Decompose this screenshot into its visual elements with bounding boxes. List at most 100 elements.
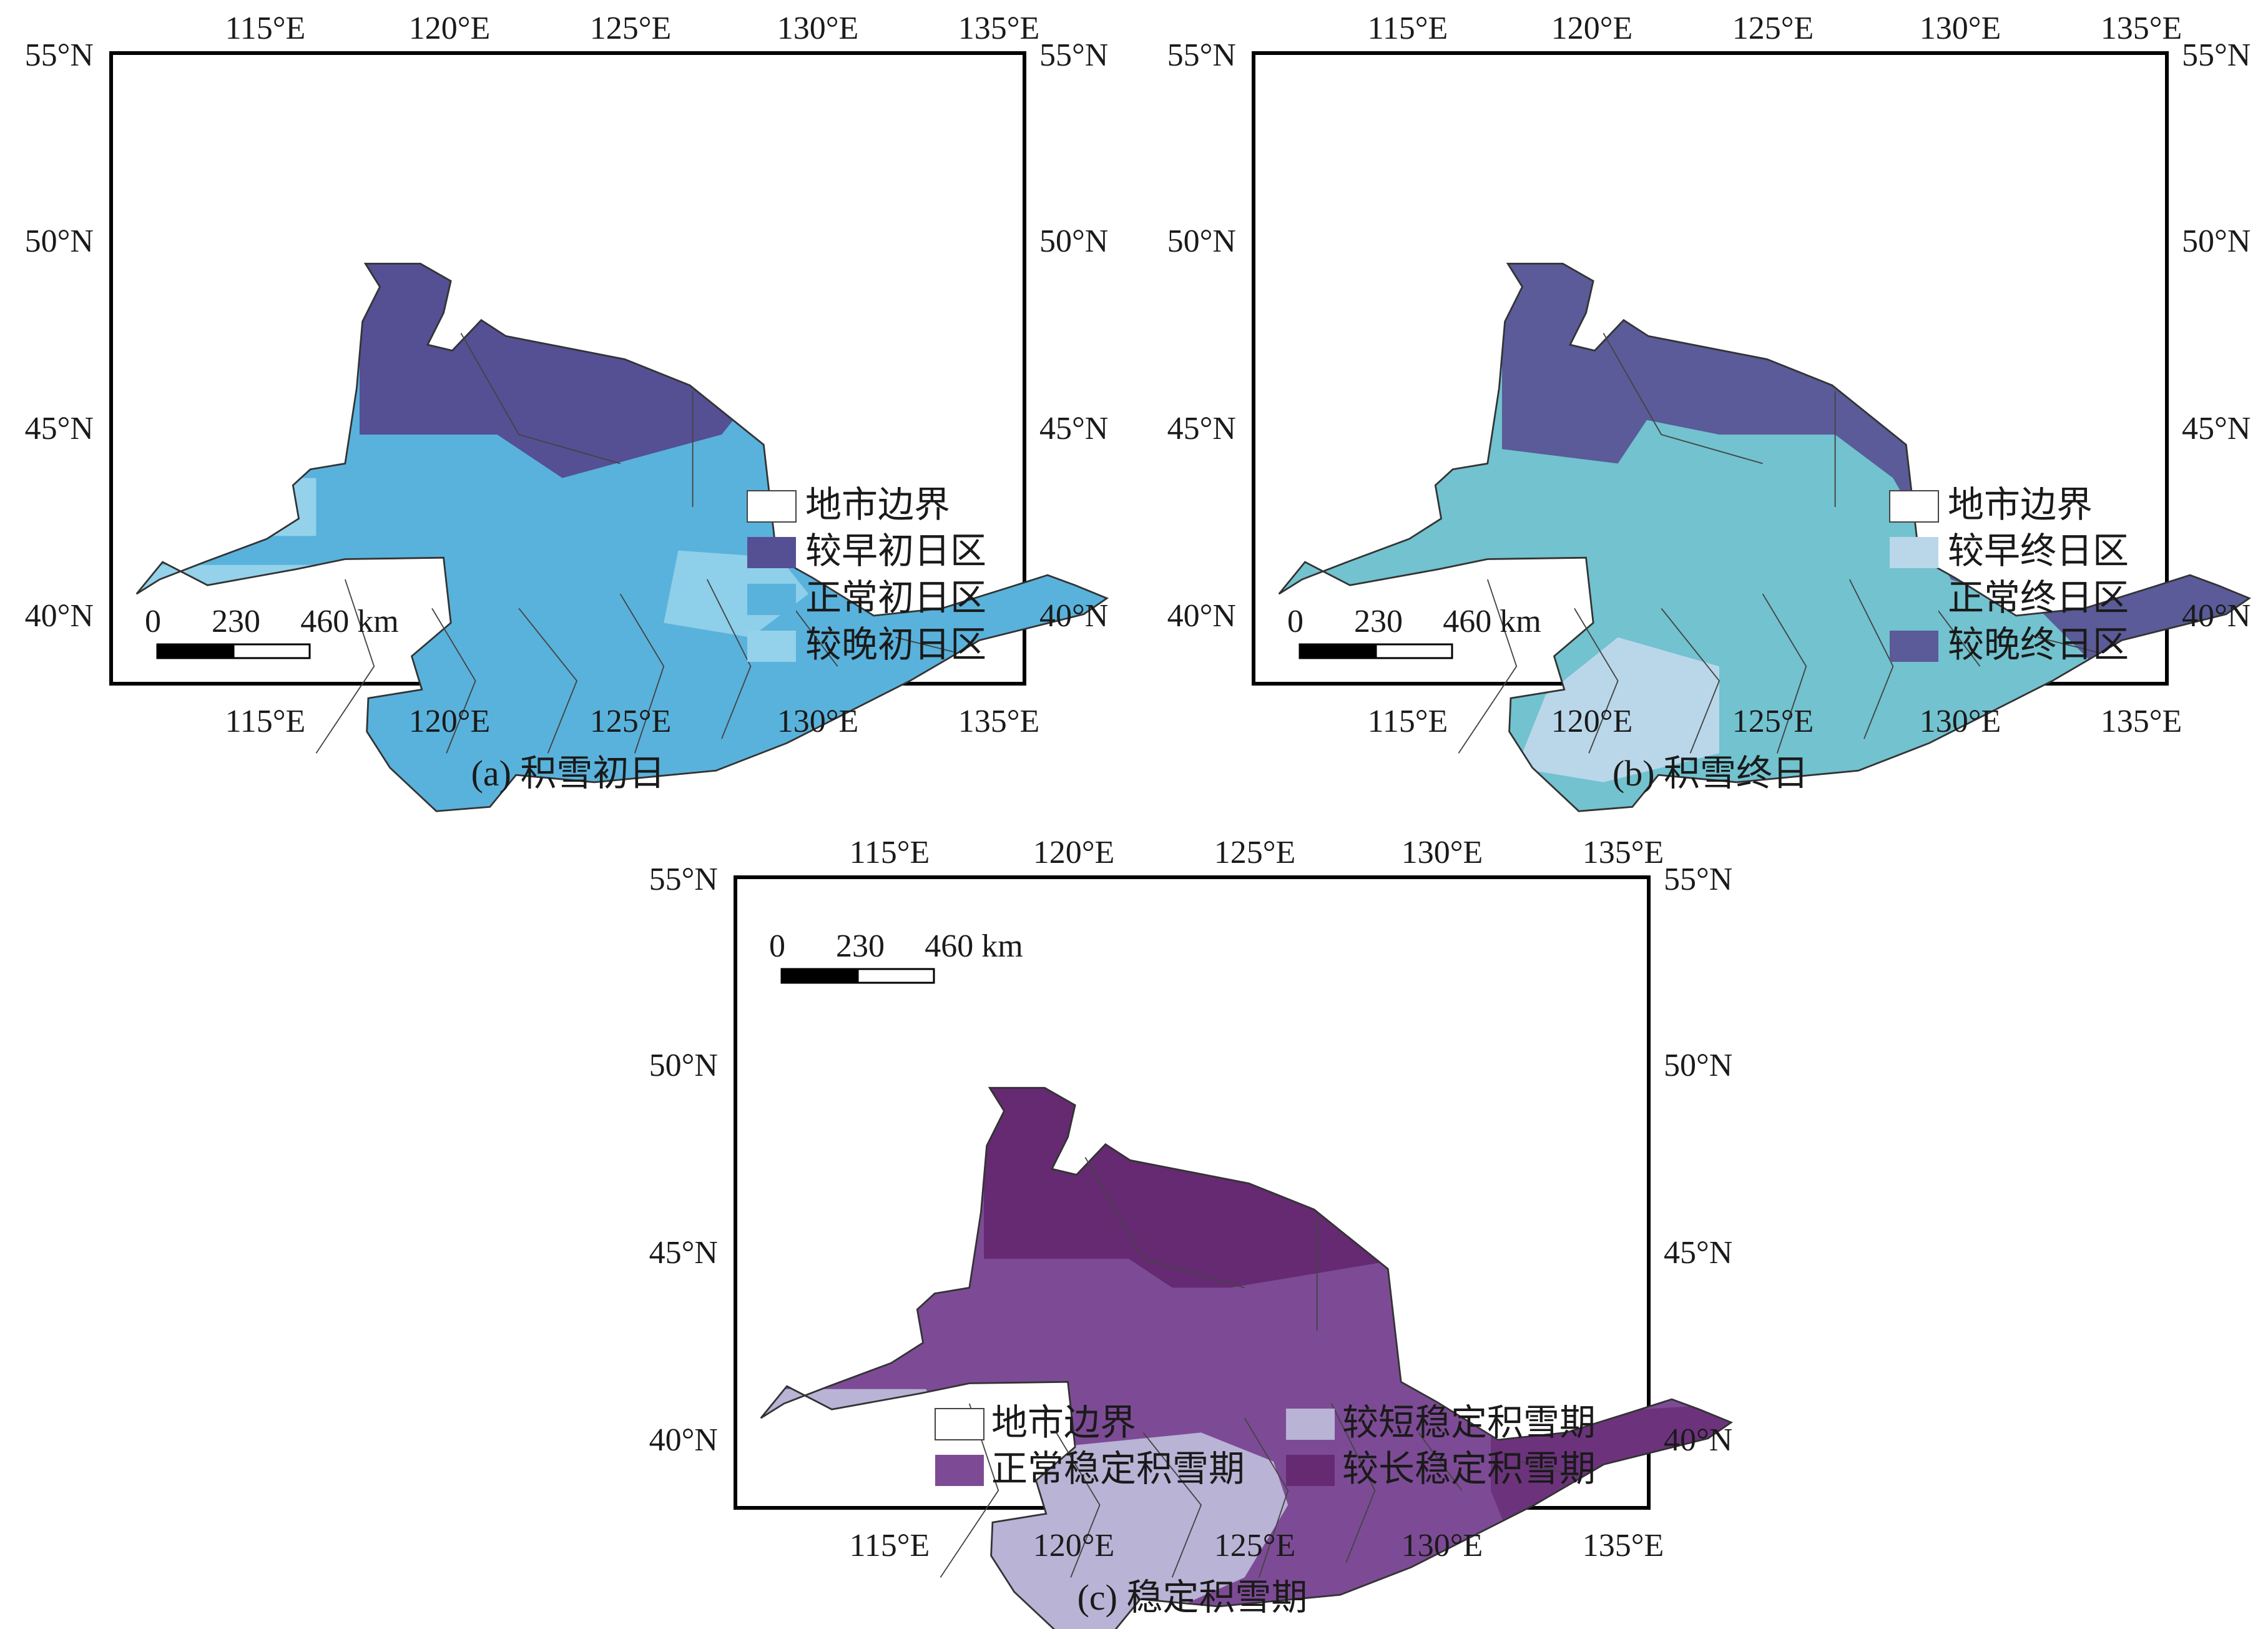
scale-bar-c: 0 230 460 km (769, 928, 1023, 984)
lat-label: 45°N (2182, 411, 2251, 446)
lon-label: 130°E (1402, 835, 1483, 870)
legend-swatch (747, 631, 796, 662)
lat-label: 40°N (25, 598, 94, 634)
zone-late-center-a (664, 550, 809, 637)
legend-label: 地市边界 (991, 1402, 1136, 1443)
scale-label: 0 (769, 928, 785, 964)
legend-label: 较晚终日区 (1948, 624, 2129, 665)
legend-label: 正常初日区 (805, 578, 986, 618)
lon-label: 135°E (1583, 1528, 1664, 1563)
panel-a: 115°E 120°E 125°E 130°E 135°E 115°E 120°… (25, 11, 1109, 812)
panel-b: 115°E 120°E 125°E 130°E 135°E 115°E 120°… (1167, 11, 2252, 812)
lon-label: 130°E (777, 11, 859, 46)
legend-label: 较晚初日区 (805, 624, 986, 665)
lon-label: 115°E (850, 835, 930, 870)
city-boundaries-c (940, 1157, 1578, 1578)
lon-label: 125°E (1214, 1528, 1296, 1563)
lon-label: 120°E (409, 704, 491, 739)
legend-a: 地市边界 较早初日区 正常初日区 较晚初日区 (747, 485, 986, 665)
region-outline-a (135, 262, 1109, 812)
lon-label: 120°E (409, 11, 491, 46)
scale-label: 230 (836, 928, 885, 964)
legend-swatch (1286, 1455, 1335, 1486)
lat-label: 45°N (1167, 411, 1236, 446)
legend-swatch (1890, 584, 1938, 615)
lon-label: 115°E (1368, 11, 1448, 46)
lon-label: 135°E (958, 11, 1040, 46)
legend-b: 地市边界 较早终日区 正常终日区 较晚终日区 (1889, 485, 2129, 665)
lon-ticks-top-a: 115°E 120°E 125°E 130°E 135°E (225, 11, 1040, 46)
lat-label: 40°N (1039, 598, 1108, 634)
legend-label: 较早初日区 (805, 531, 986, 571)
lon-label: 125°E (590, 11, 672, 46)
lat-ticks-right-a: 55°N 50°N 45°N 40°N (1039, 37, 1108, 634)
legend-label: 较早终日区 (1948, 531, 2129, 571)
lat-ticks-left-b: 55°N 50°N 45°N 40°N (1167, 37, 1236, 634)
city-boundaries-a (315, 333, 954, 754)
legend-label: 地市边界 (1948, 485, 2093, 525)
lon-label: 120°E (1033, 1528, 1115, 1563)
legend-swatch (935, 1455, 984, 1486)
legend-label: 正常终日区 (1948, 578, 2129, 618)
lat-ticks-right-b: 55°N 50°N 45°N 40°N (2182, 37, 2251, 634)
lat-label: 40°N (649, 1422, 718, 1458)
scale-label: 0 (145, 604, 161, 639)
lon-ticks-bottom-b: 115°E 120°E 125°E 130°E 135°E (1368, 704, 2182, 739)
lat-label: 45°N (649, 1235, 718, 1271)
lon-label: 120°E (1551, 11, 1633, 46)
lat-label: 45°N (1664, 1235, 1732, 1271)
legend-swatch (747, 584, 796, 615)
scale-label: 460 km (1443, 604, 1541, 639)
lat-label: 45°N (1039, 411, 1108, 446)
lon-label: 125°E (1732, 11, 1814, 46)
caption-a: (a) 积雪初日 (471, 753, 665, 794)
lat-label: 55°N (1664, 862, 1732, 897)
lon-ticks-top-c: 115°E 120°E 125°E 130°E 135°E (850, 835, 1664, 870)
region-outline-c (760, 1086, 1734, 1629)
scale-label: 460 km (300, 604, 398, 639)
lat-label: 50°N (2182, 224, 2251, 259)
lat-label: 40°N (1664, 1422, 1732, 1458)
lon-label: 115°E (225, 704, 306, 739)
lat-label: 55°N (649, 862, 718, 897)
lat-label: 55°N (1167, 37, 1236, 73)
lon-label: 135°E (2101, 11, 2182, 46)
lat-label: 40°N (1167, 598, 1236, 634)
lon-ticks-bottom-a: 115°E 120°E 125°E 130°E 135°E (225, 704, 1040, 739)
lon-label: 120°E (1551, 704, 1633, 739)
lat-ticks-left-a: 55°N 50°N 45°N 40°N (25, 37, 94, 634)
legend-swatch (1889, 490, 1939, 523)
legend-c: 地市边界 正常稳定积雪期 较短稳定积雪期 较长稳定积雪期 (935, 1402, 1596, 1489)
zone-late-b (1501, 263, 2250, 812)
region-outline-b (1278, 262, 2252, 812)
legend-swatch (1890, 631, 1938, 662)
caption-c: (c) 稳定积雪期 (1078, 1577, 1308, 1618)
lon-label: 130°E (1920, 11, 2001, 46)
zone-early-b (1516, 637, 1719, 782)
legend-label: 正常稳定积雪期 (991, 1449, 1245, 1489)
lon-label: 130°E (777, 704, 859, 739)
lon-label: 125°E (1732, 704, 1814, 739)
lat-label: 50°N (1664, 1048, 1732, 1083)
scale-label: 230 (212, 604, 260, 639)
lon-label: 135°E (1583, 835, 1664, 870)
lat-ticks-right-c: 55°N 50°N 45°N 40°N (1664, 862, 1732, 1458)
lat-label: 50°N (25, 224, 94, 259)
lat-label: 40°N (2182, 598, 2251, 634)
scale-label: 460 km (925, 928, 1023, 964)
lon-label: 125°E (590, 704, 672, 739)
legend-label: 较长稳定积雪期 (1342, 1449, 1596, 1489)
city-boundaries-b (1458, 333, 2096, 754)
legend-label: 地市边界 (805, 485, 950, 525)
legend-swatch (1286, 1409, 1335, 1440)
lon-label: 135°E (958, 704, 1040, 739)
panel-c: 115°E 120°E 125°E 130°E 135°E 115°E 120°… (649, 835, 1734, 1629)
lon-label: 125°E (1214, 835, 1296, 870)
legend-swatch (747, 490, 797, 523)
lat-label: 45°N (25, 411, 94, 446)
lon-ticks-bottom-c: 115°E 120°E 125°E 130°E 135°E (850, 1528, 1664, 1563)
legend-swatch (1890, 537, 1938, 568)
lon-label: 115°E (1368, 704, 1448, 739)
lon-ticks-top-b: 115°E 120°E 125°E 130°E 135°E (1368, 11, 2182, 46)
lon-label: 115°E (850, 1528, 930, 1563)
